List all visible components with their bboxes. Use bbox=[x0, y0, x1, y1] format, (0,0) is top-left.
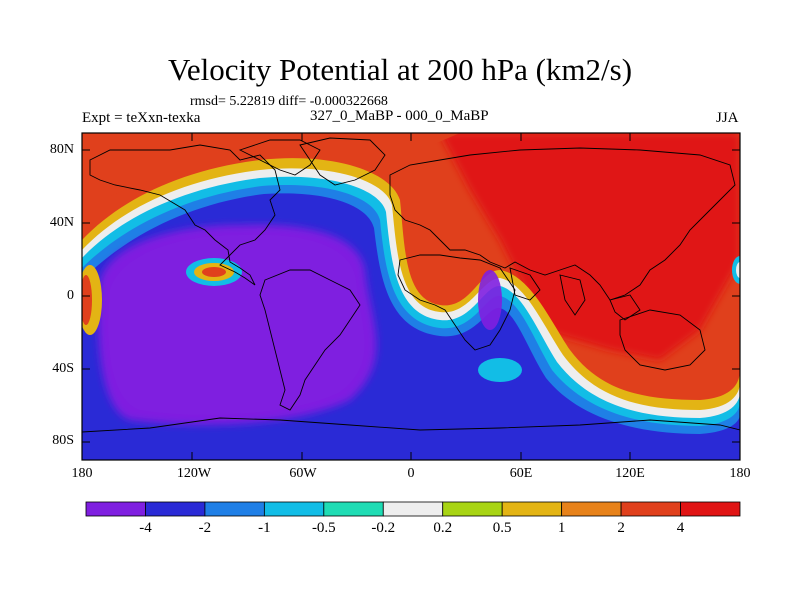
lon-tick-label: 180 bbox=[729, 466, 751, 481]
lon-tick-label: 0 bbox=[407, 466, 415, 481]
figure-title: Velocity Potential at 200 hPa (km2/s) bbox=[167, 52, 633, 87]
colorbar-swatch bbox=[620, 501, 681, 517]
velocity-potential-field bbox=[82, 133, 740, 460]
lon-tick-label: 180 bbox=[71, 466, 93, 481]
colorbar-label: -2 bbox=[198, 520, 212, 536]
lat-tick-label: 80S bbox=[52, 433, 74, 448]
period-label: 327_0_MaBP - 000_0_MaBP bbox=[310, 108, 489, 124]
colorbar-swatch bbox=[85, 501, 146, 517]
colorbar-swatch bbox=[501, 501, 563, 517]
colorbar-label: 4 bbox=[676, 520, 685, 536]
colorbar-label: -0.5 bbox=[311, 520, 336, 536]
axis-ticks bbox=[82, 133, 740, 460]
colorbar-label: -4 bbox=[139, 520, 152, 536]
colorbar-label: -0.2 bbox=[371, 520, 396, 536]
lon-tick-label: 60W bbox=[289, 466, 317, 481]
colorbar-swatch bbox=[561, 501, 622, 517]
lat-tick-label: 80N bbox=[49, 142, 74, 157]
colorbar-label: 0.5 bbox=[492, 520, 512, 536]
lon-tick-label: 120W bbox=[176, 466, 212, 481]
colorbar-label: -1 bbox=[258, 520, 271, 536]
lat-tick-label: 40S bbox=[52, 361, 74, 376]
experiment-label: Expt = teXxn-texka bbox=[82, 110, 201, 126]
colorbar-swatch bbox=[204, 501, 265, 517]
colorbar-swatch bbox=[263, 501, 325, 517]
lat-tick-label: 40N bbox=[49, 215, 74, 230]
continent-outlines bbox=[82, 137, 740, 433]
colorbar-label: 0.2 bbox=[433, 520, 453, 536]
colorbar-label: 1 bbox=[557, 520, 566, 536]
colorbar-swatch bbox=[145, 501, 206, 517]
colorbar-swatch bbox=[323, 501, 384, 517]
rmsd-diff-label: rmsd= 5.22819 diff= -0.000322668 bbox=[190, 94, 388, 109]
colorbar-swatch bbox=[382, 501, 444, 517]
season-label: JJA bbox=[716, 110, 739, 126]
colorbar bbox=[85, 501, 741, 517]
colorbar-label: 2 bbox=[617, 520, 625, 536]
colorbar-swatch bbox=[680, 501, 741, 517]
lon-tick-label: 60E bbox=[509, 466, 533, 481]
colorbar-swatch bbox=[442, 501, 503, 517]
lon-tick-label: 120E bbox=[615, 466, 645, 481]
lat-tick-label: 0 bbox=[67, 288, 74, 303]
